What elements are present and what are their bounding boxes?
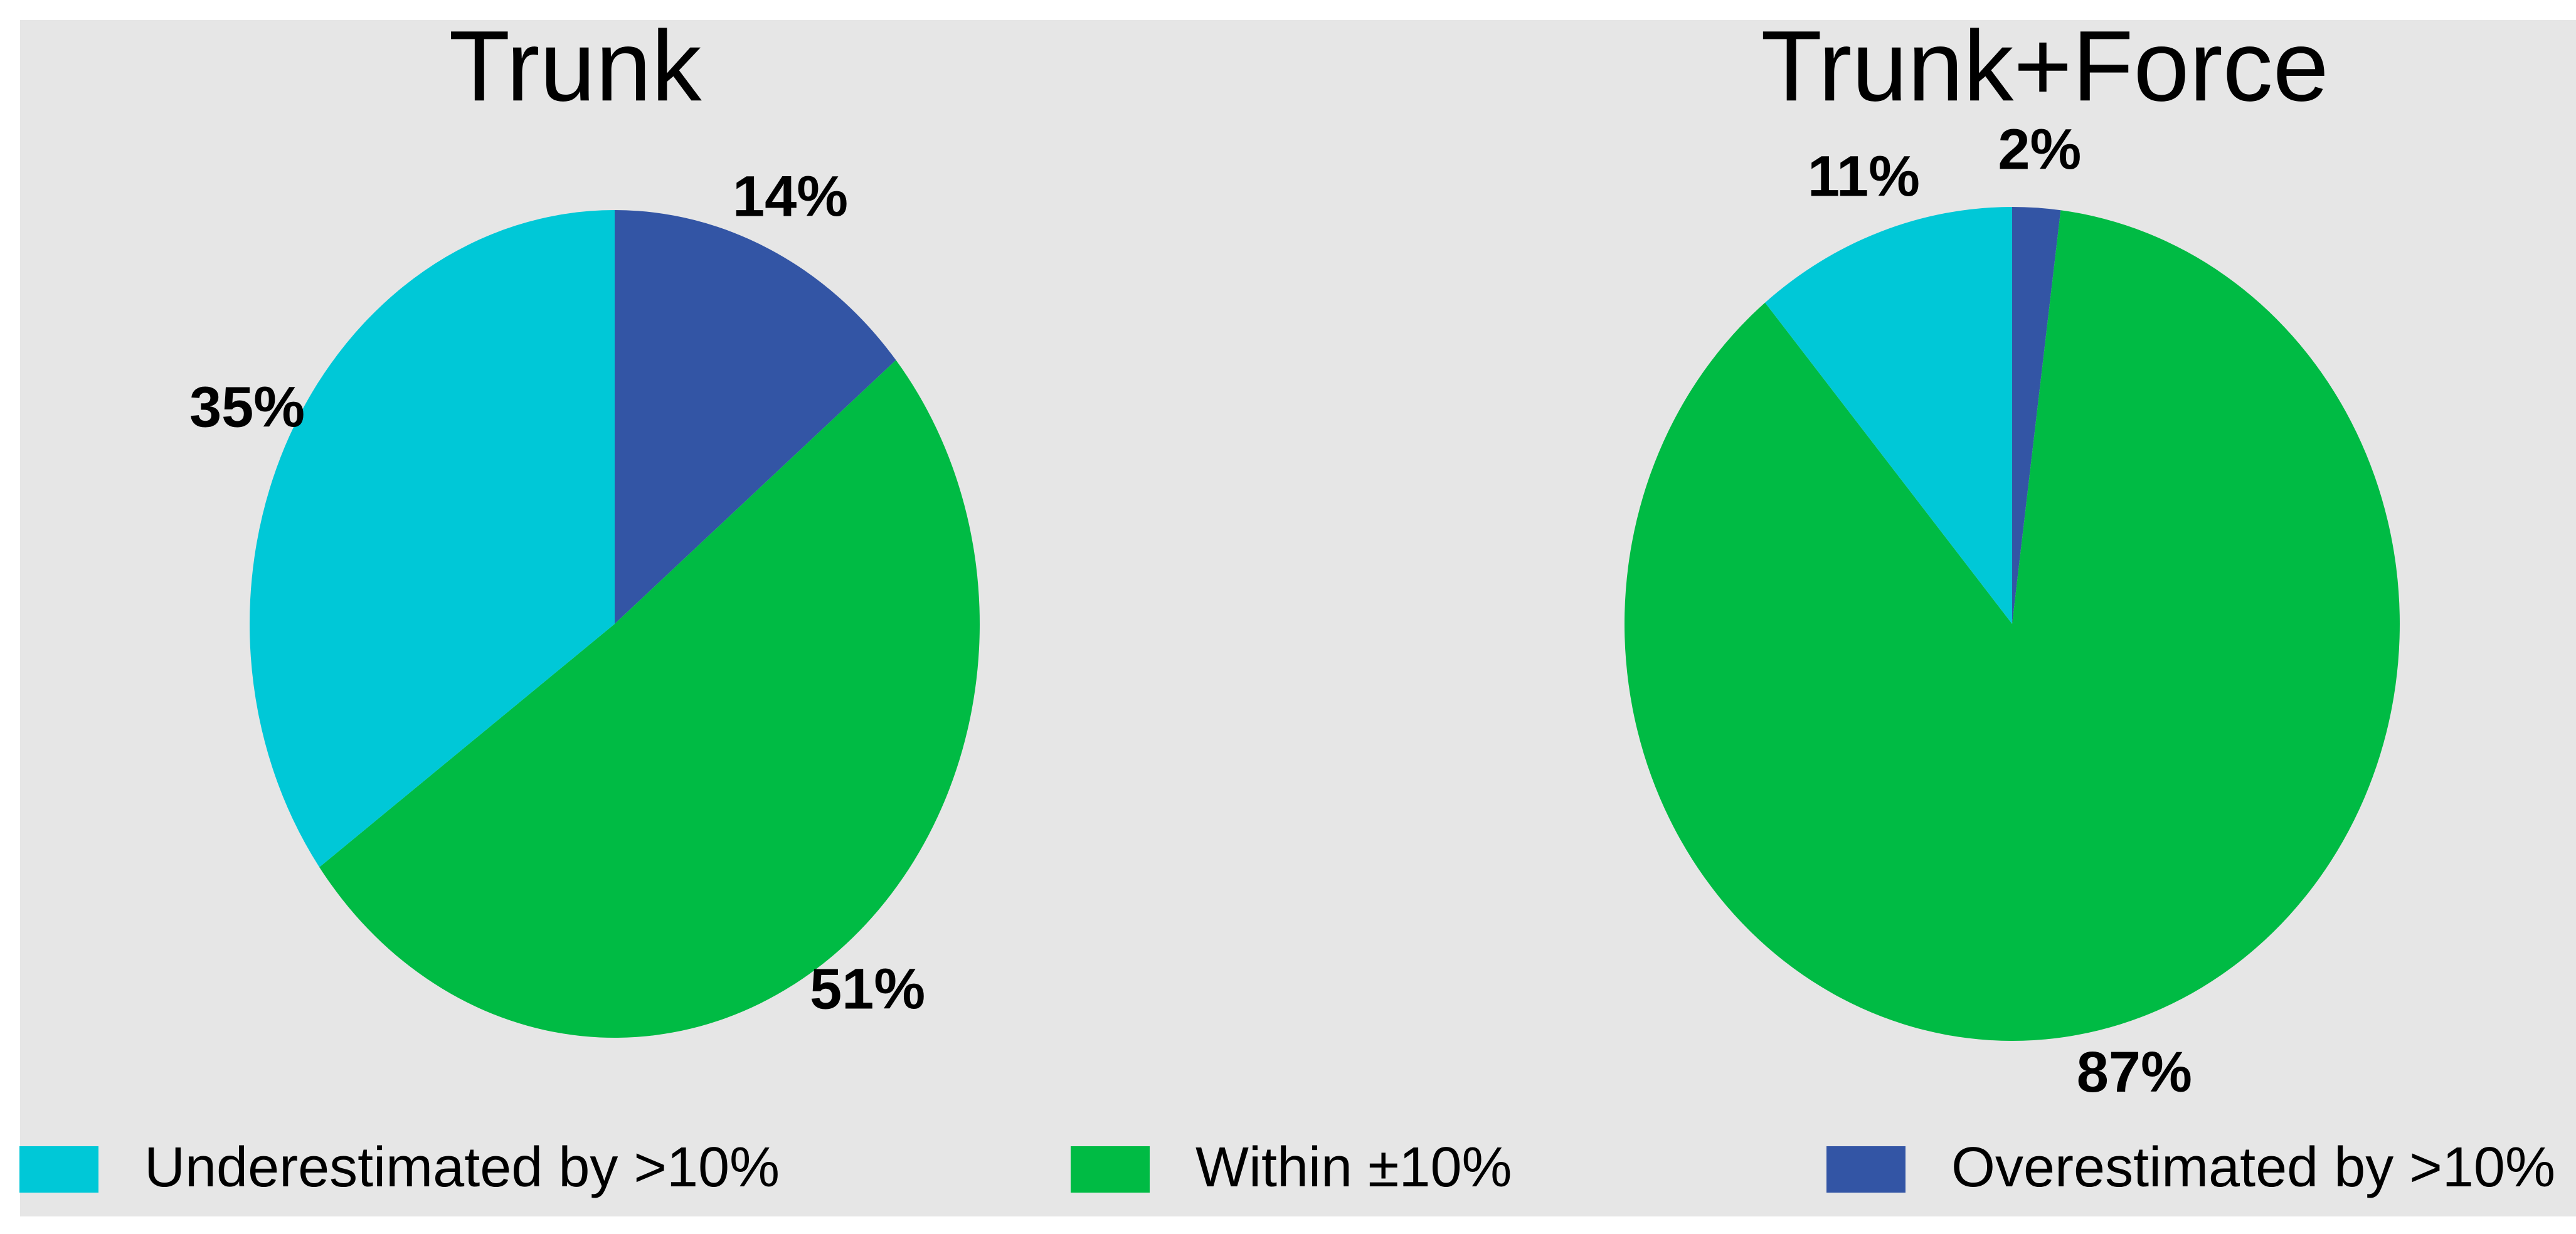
chart-title: Trunk+Force (1761, 9, 2328, 122)
legend-label: Within ±10% (1195, 1136, 1512, 1199)
chart-title: Trunk (448, 9, 702, 122)
value-label: 11% (1808, 144, 1920, 208)
value-label: 2% (1998, 117, 2081, 181)
pie-slice (1624, 210, 2400, 1042)
pie-slice (2012, 207, 2061, 624)
value-label: 14% (733, 164, 848, 228)
pie-slice (249, 210, 615, 867)
legend-swatch (1071, 1146, 1150, 1193)
value-label: 35% (189, 376, 305, 440)
legend-label: Underestimated by >10% (144, 1136, 780, 1199)
legend-label: Overestimated by >10% (1951, 1136, 2555, 1199)
legend-swatch (1826, 1146, 1905, 1193)
pie-slice (319, 360, 980, 1038)
pie-slice (615, 210, 896, 624)
value-label: 51% (810, 957, 925, 1021)
pie-slice (1765, 207, 2012, 624)
legend-swatch (19, 1146, 98, 1193)
value-label: 87% (2077, 1040, 2192, 1104)
